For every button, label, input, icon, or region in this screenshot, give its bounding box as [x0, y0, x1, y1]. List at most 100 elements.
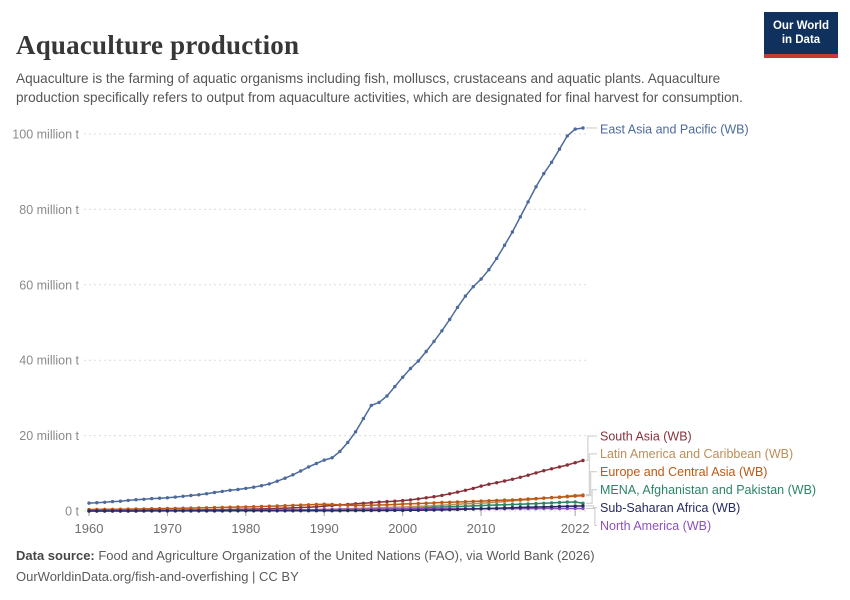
data-point-sub-saharan-africa: [502, 506, 507, 510]
data-point-europe-and-central-asia: [534, 496, 538, 501]
x-axis-label-2000: 2000: [388, 521, 417, 536]
data-point-east-asia-and-pacific: [181, 494, 185, 498]
data-point-south-asia: [424, 496, 428, 500]
data-point-europe-and-central-asia: [361, 503, 366, 508]
data-point-europe-and-central-asia: [236, 505, 240, 509]
data-point-east-asia-and-pacific: [471, 285, 475, 289]
data-point-europe-and-central-asia: [479, 499, 483, 503]
data-point-south-asia: [432, 495, 436, 499]
data-point-europe-and-central-asia: [463, 500, 468, 504]
legend-label-north-america[interactable]: North America (WB): [600, 519, 711, 533]
series-line-europe-and-central-asia[interactable]: [88, 494, 584, 511]
data-point-south-asia: [306, 505, 311, 509]
data-point-europe-and-central-asia: [385, 503, 389, 507]
data-point-sub-saharan-africa: [440, 508, 444, 512]
data-point-europe-and-central-asia: [291, 503, 295, 508]
data-point-sub-saharan-africa: [228, 509, 232, 513]
data-point-north-america: [573, 506, 577, 511]
data-point-sub-saharan-africa: [581, 504, 585, 508]
data-point-south-asia: [510, 477, 515, 481]
data-point-east-asia-and-pacific: [416, 359, 420, 363]
data-point-sub-saharan-africa: [204, 509, 209, 513]
data-point-south-asia: [549, 467, 554, 471]
data-point-mena-afghanistan-and-pakistan: [581, 501, 585, 505]
data-point-europe-and-central-asia: [416, 501, 420, 506]
data-point-south-asia: [369, 501, 373, 505]
data-point-sub-saharan-africa: [557, 504, 562, 509]
data-point-south-asia: [448, 492, 452, 496]
data-point-sub-saharan-africa: [259, 509, 264, 513]
data-point-sub-saharan-africa: [385, 508, 389, 513]
data-point-south-asia: [565, 463, 569, 467]
data-point-sub-saharan-africa: [455, 507, 460, 512]
data-point-sub-saharan-africa: [330, 509, 334, 513]
data-point-east-asia-and-pacific: [142, 497, 146, 501]
data-point-east-asia-and-pacific: [526, 200, 530, 204]
legend-label-europe-and-central-asia[interactable]: Europe and Central Asia (WB): [600, 465, 767, 479]
series-line-sub-saharan-africa[interactable]: [89, 505, 584, 512]
data-point-sub-saharan-africa: [408, 508, 413, 512]
legend-label-sub-saharan-africa[interactable]: Sub-Saharan Africa (WB): [600, 501, 740, 515]
data-point-sub-saharan-africa: [526, 505, 530, 509]
data-point-east-asia-and-pacific: [157, 496, 162, 500]
data-point-east-asia-and-pacific: [118, 499, 123, 503]
series-line-south-asia[interactable]: [89, 459, 584, 512]
data-point-sub-saharan-africa: [338, 509, 342, 513]
owid-logo[interactable]: Our World in Data: [764, 12, 838, 58]
data-point-mena-afghanistan-and-pakistan: [471, 504, 475, 508]
data-point-europe-and-central-asia: [197, 506, 201, 510]
data-point-europe-and-central-asia: [377, 503, 381, 507]
owid-logo-line2: in Data: [781, 34, 821, 47]
data-point-sub-saharan-africa: [252, 509, 256, 513]
data-source-line: Data source: Food and Agriculture Organi…: [16, 546, 836, 567]
data-point-east-asia-and-pacific: [518, 215, 522, 219]
data-point-east-asia-and-pacific: [87, 501, 91, 505]
data-point-europe-and-central-asia: [338, 503, 342, 507]
data-point-europe-and-central-asia: [549, 495, 554, 500]
data-point-europe-and-central-asia: [299, 503, 303, 507]
data-point-sub-saharan-africa: [110, 509, 115, 513]
data-point-europe-and-central-asia: [510, 498, 515, 502]
data-point-europe-and-central-asia: [267, 504, 271, 508]
data-point-east-asia-and-pacific: [581, 126, 585, 130]
data-point-sub-saharan-africa: [424, 508, 428, 512]
data-point-europe-and-central-asia: [212, 505, 217, 510]
data-point-sub-saharan-africa: [220, 509, 224, 513]
data-point-east-asia-and-pacific: [299, 469, 303, 473]
data-point-south-asia: [377, 500, 381, 504]
page-title: Aquaculture production: [16, 30, 300, 61]
data-point-sub-saharan-africa: [314, 509, 319, 513]
series-line-east-asia-and-pacific[interactable]: [88, 127, 584, 504]
data-point-sub-saharan-africa: [283, 509, 287, 513]
owid-url-link[interactable]: OurWorldinData.org/fish-and-overfishing: [16, 568, 249, 584]
legend-label-south-asia[interactable]: South Asia (WB): [600, 429, 692, 443]
y-axis-label-20: 20 million t: [19, 429, 79, 443]
data-point-east-asia-and-pacific: [448, 317, 452, 322]
data-point-mena-afghanistan-and-pakistan: [526, 502, 530, 506]
data-point-europe-and-central-asia: [542, 496, 546, 500]
data-point-east-asia-and-pacific: [134, 498, 138, 502]
data-point-sub-saharan-africa: [542, 505, 546, 509]
data-point-mena-afghanistan-and-pakistan: [542, 501, 546, 505]
legend-connector-europe-and-central-asia: [586, 471, 597, 497]
license-line: OurWorldinData.org/fish-and-overfishing …: [16, 567, 836, 588]
y-axis-label-40: 40 million t: [19, 354, 79, 368]
data-point-east-asia-and-pacific: [173, 495, 177, 499]
data-point-sub-saharan-africa: [361, 508, 366, 513]
data-point-europe-and-central-asia: [252, 505, 256, 509]
data-point-europe-and-central-asia: [314, 502, 319, 507]
legend-label-mena-afghanistan-and-pakistan[interactable]: MENA, Afghanistan and Pakistan (WB): [600, 483, 816, 497]
data-point-sub-saharan-africa: [479, 507, 483, 511]
data-point-south-asia: [495, 481, 499, 485]
data-point-europe-and-central-asia: [408, 502, 413, 506]
data-point-south-asia: [534, 471, 538, 475]
data-point-europe-and-central-asia: [369, 503, 373, 507]
data-point-south-asia: [408, 498, 413, 502]
data-point-south-asia: [581, 458, 585, 463]
data-point-east-asia-and-pacific: [385, 394, 389, 398]
data-point-sub-saharan-africa: [377, 508, 381, 513]
legend-label-latin-america-and-caribbean[interactable]: Latin America and Caribbean (WB): [600, 447, 793, 461]
data-point-east-asia-and-pacific: [165, 496, 170, 500]
legend-label-east-asia-and-pacific[interactable]: East Asia and Pacific (WB): [600, 122, 749, 136]
